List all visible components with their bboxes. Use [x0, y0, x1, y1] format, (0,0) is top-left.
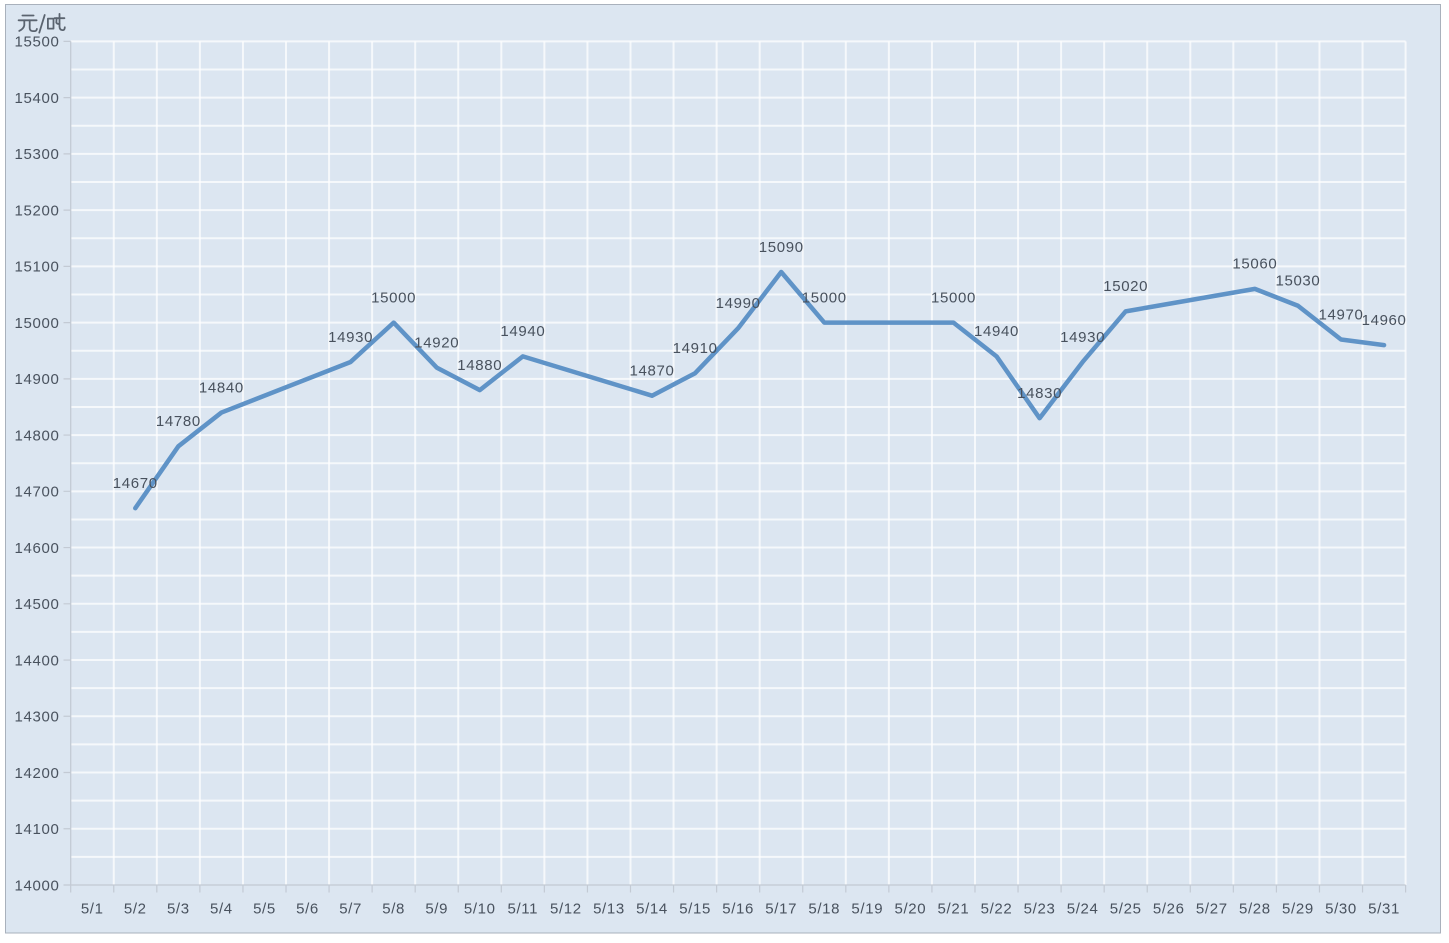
svg-text:15000: 15000: [931, 289, 976, 306]
svg-text:5/1: 5/1: [81, 901, 104, 918]
svg-text:5/22: 5/22: [981, 901, 1013, 918]
svg-text:14960: 14960: [1362, 312, 1407, 329]
svg-text:5/2: 5/2: [124, 901, 147, 918]
svg-text:14920: 14920: [414, 334, 459, 351]
svg-text:5/4: 5/4: [210, 901, 233, 918]
svg-text:15500: 15500: [15, 34, 60, 51]
svg-text:14940: 14940: [500, 323, 545, 340]
svg-text:5/6: 5/6: [296, 901, 319, 918]
svg-text:5/12: 5/12: [550, 901, 582, 918]
svg-text:5/10: 5/10: [464, 901, 496, 918]
svg-text:14930: 14930: [328, 329, 373, 346]
svg-text:14780: 14780: [156, 413, 201, 430]
svg-text:5/19: 5/19: [851, 901, 883, 918]
svg-text:14880: 14880: [457, 357, 502, 374]
svg-text:5/31: 5/31: [1368, 901, 1400, 918]
svg-text:15400: 15400: [15, 90, 60, 107]
svg-text:14800: 14800: [15, 427, 60, 444]
svg-text:5/8: 5/8: [382, 901, 405, 918]
svg-text:14700: 14700: [15, 484, 60, 501]
svg-text:5/30: 5/30: [1325, 901, 1357, 918]
svg-text:14900: 14900: [15, 371, 60, 388]
svg-text:5/17: 5/17: [765, 901, 797, 918]
svg-text:15200: 15200: [15, 202, 60, 219]
svg-text:14200: 14200: [15, 765, 60, 782]
svg-text:15090: 15090: [759, 239, 804, 256]
svg-text:5/20: 5/20: [895, 901, 927, 918]
svg-text:15300: 15300: [15, 146, 60, 163]
svg-text:14970: 14970: [1319, 306, 1364, 323]
svg-text:5/27: 5/27: [1196, 901, 1228, 918]
svg-text:14400: 14400: [15, 652, 60, 669]
svg-text:5/14: 5/14: [636, 901, 668, 918]
svg-text:5/25: 5/25: [1110, 901, 1142, 918]
svg-text:5/16: 5/16: [722, 901, 754, 918]
svg-text:5/3: 5/3: [167, 901, 190, 918]
svg-text:5/23: 5/23: [1024, 901, 1056, 918]
svg-text:14990: 14990: [716, 295, 761, 312]
svg-text:5/26: 5/26: [1153, 901, 1185, 918]
svg-text:14000: 14000: [15, 877, 60, 894]
svg-text:5/15: 5/15: [679, 901, 711, 918]
svg-text:14500: 14500: [15, 596, 60, 613]
svg-text:5/11: 5/11: [507, 901, 538, 918]
svg-text:5/13: 5/13: [593, 901, 625, 918]
svg-text:15020: 15020: [1103, 278, 1148, 295]
svg-text:5/24: 5/24: [1067, 901, 1099, 918]
svg-text:14830: 14830: [1017, 385, 1062, 402]
svg-text:5/28: 5/28: [1239, 901, 1271, 918]
svg-text:5/9: 5/9: [425, 901, 448, 918]
svg-text:5/7: 5/7: [339, 901, 362, 918]
svg-text:14840: 14840: [199, 379, 244, 396]
svg-text:14940: 14940: [974, 323, 1019, 340]
svg-text:5/5: 5/5: [253, 901, 276, 918]
svg-text:14870: 14870: [630, 363, 675, 380]
svg-text:14910: 14910: [673, 340, 718, 357]
svg-text:15000: 15000: [371, 289, 416, 306]
svg-text:15030: 15030: [1275, 273, 1320, 290]
svg-text:15100: 15100: [15, 259, 60, 276]
svg-text:5/21: 5/21: [938, 901, 970, 918]
svg-text:5/18: 5/18: [808, 901, 840, 918]
svg-text:14670: 14670: [113, 475, 158, 492]
svg-text:14600: 14600: [15, 540, 60, 557]
svg-text:15000: 15000: [15, 315, 60, 332]
svg-text:14930: 14930: [1060, 329, 1105, 346]
svg-text:5/29: 5/29: [1282, 901, 1314, 918]
svg-text:15000: 15000: [802, 289, 847, 306]
svg-text:14100: 14100: [15, 821, 60, 838]
svg-text:15060: 15060: [1232, 256, 1277, 273]
svg-text:14300: 14300: [15, 709, 60, 726]
